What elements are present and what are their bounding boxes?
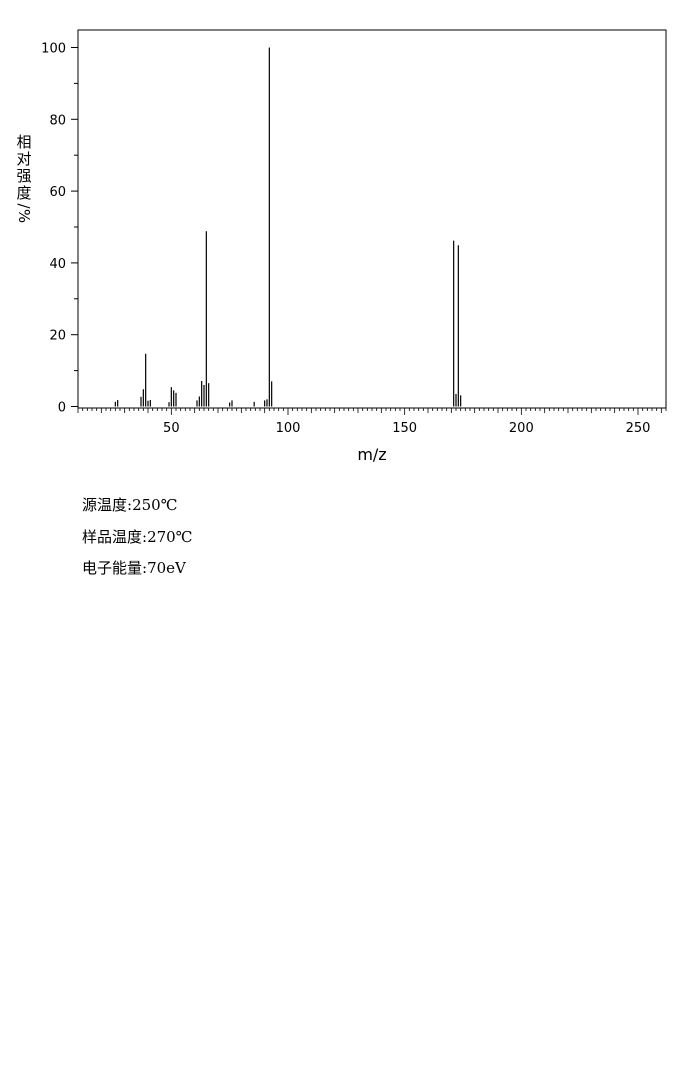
param-label: 电子能量 [82, 559, 143, 577]
y-axis-title-char: / [15, 203, 33, 209]
y-axis: 0 20 40 60 80 100 [41, 42, 78, 416]
x-tick-label: 100 [276, 421, 301, 436]
sample-temperature: 样品温度:270℃ [82, 527, 193, 546]
y-tick-label: 40 [49, 257, 66, 272]
x-axis-title: m/z [357, 445, 386, 464]
source-temperature: 源温度:250℃ [82, 496, 178, 514]
param-value: 270℃ [147, 527, 193, 546]
peak-bars [114, 47, 462, 407]
y-axis-title-char: 对 [16, 150, 31, 168]
y-tick-label: 80 [49, 113, 66, 128]
y-axis-title-char: 相 [16, 133, 31, 151]
y-tick-label: 60 [49, 185, 66, 200]
x-tick-label: 200 [509, 421, 534, 436]
param-value: 250℃ [132, 496, 178, 514]
plot-frame [77, 29, 667, 409]
y-tick-label: 20 [49, 329, 66, 344]
param-value: 70eV [147, 559, 186, 577]
x-tick-label: 50 [163, 421, 180, 436]
x-axis: 50 100 150 200 250 [77, 408, 667, 436]
y-tick-label: 100 [41, 42, 66, 57]
param-label: 源温度 [82, 496, 128, 514]
param-label: 样品温度 [82, 527, 143, 546]
x-tick-label: 150 [392, 421, 417, 436]
y-axis-title-char: 强 [16, 167, 31, 185]
x-tick-label: 250 [626, 421, 651, 436]
y-axis-title-char: % [15, 209, 33, 223]
electron-energy: 电子能量:70eV [82, 559, 186, 577]
y-axis-title-char: 度 [16, 184, 31, 202]
y-tick-label: 0 [58, 401, 66, 416]
acquisition-parameters: 源温度:250℃ 样品温度:270℃ 电子能量:70eV [82, 490, 193, 585]
